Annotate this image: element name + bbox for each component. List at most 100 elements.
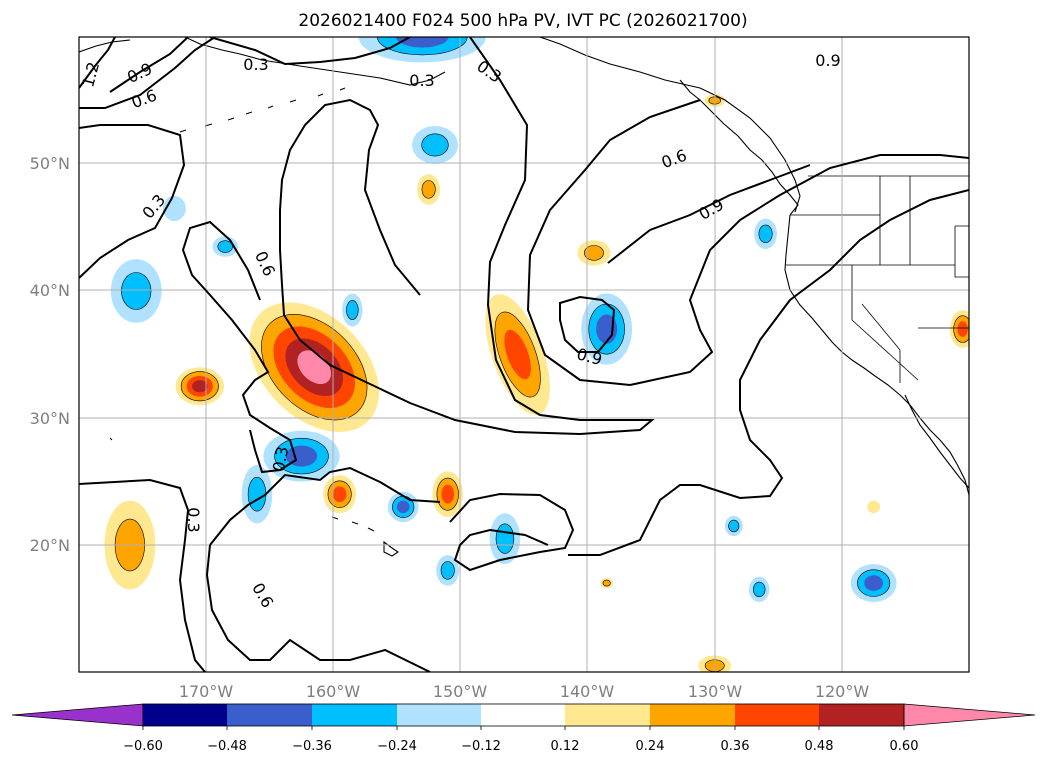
pv-anomaly-shell [247,476,267,512]
pv-anomaly-blob [600,578,614,589]
contour-0p6-south [449,492,575,572]
pv-anomaly-shell [758,224,773,244]
pv-anomaly-shell [602,579,611,587]
pv-anomaly-shell [957,321,968,337]
pv-anomaly-shell [421,133,449,157]
colorbar-segment [397,704,481,726]
pv-anomaly-blob [323,475,357,514]
aleutian-islands [179,87,346,133]
pv-anomaly-blob [724,515,743,537]
lon-tick-label: 130°W [688,682,743,701]
pv-anomaly-blob [342,293,363,327]
pv-anomaly-blob [417,174,441,205]
colorbar-segment [227,704,312,726]
colorbar-segment [143,704,227,726]
colorbar-tick-label: 0.36 [721,739,750,754]
colorbar-segment [481,704,565,726]
pv-anomaly-blob [412,125,458,164]
pv-anomaly-blob [581,293,633,365]
pv-anomaly-shell [421,180,436,199]
pv-anomaly-blob [241,465,273,524]
contour-0p6-east [568,189,969,556]
lat-tick-label: 40°N [30,281,70,300]
x-axis: 170°W 160°W 150°W 140°W 130°W 120°W [179,682,870,701]
contour-0p6-loop [181,220,298,474]
us-west-coast [784,214,969,496]
pv-anomaly-blob [432,471,464,518]
lat-tick-label: 30°N [30,409,70,428]
colorbar-tick-label: −0.12 [461,739,501,754]
colorbar-tick-label: 0.12 [551,739,580,754]
colorbar [11,703,1036,730]
pv-anomaly-shell [121,272,152,310]
borders-layer [786,175,969,383]
pv-anomaly-blob [749,576,770,603]
lon-tick-label: 150°W [433,682,488,701]
pv-anomaly-shell [864,575,884,591]
grid-layer [79,37,969,672]
pv-anomaly-shell [346,300,359,320]
chart-title: 2026021400 F024 500 hPa PV, IVT PC (2026… [298,11,747,31]
pv-anomaly-blob [249,302,380,433]
lat-tick-label: 20°N [30,536,70,555]
lon-tick-label: 160°W [306,682,361,701]
contour-label: 0.3 [184,507,203,532]
contour-0p9-inner [607,164,811,264]
contour-0p3-west [79,124,186,279]
contour-0p9-ring [526,99,969,387]
contour-0p6-northwest [79,37,216,109]
pv-anomaly-blob [867,500,881,514]
pv-anomaly-shell [217,240,233,253]
lon-tick-label: 170°W [179,682,234,701]
pv-anomaly-blob [436,555,460,586]
pv-anomaly-shell [441,484,455,504]
ivt-pc-contours [79,37,969,672]
hawaii-islands [331,516,399,557]
pv-anomaly-blob [850,564,897,603]
pv-anomaly-shell [728,519,740,533]
colorbar-tick-label: 0.24 [636,739,665,754]
map-frame [78,36,970,673]
pv-anomaly-shell [753,581,766,598]
pv-anomaly-layer [104,37,969,672]
pv-anomaly-shell [867,500,881,514]
map-panel: 0.3 0.3 0.3 0.3 0.3 0.3 0.6 0.6 0.6 0.6 … [78,36,970,673]
small-island [109,437,113,441]
colorbar-segment [735,704,819,726]
colorbar-tick-label: −0.36 [292,739,332,754]
contour-0p3-large [209,37,655,436]
lat-tick-label: 50°N [30,154,70,173]
lon-tick-label: 120°W [815,682,870,701]
colorbar-tick-label: 0.48 [805,739,834,754]
pv-anomaly-shell [440,561,455,580]
colorbar-segment [565,704,650,726]
lon-tick-label: 140°W [560,682,615,701]
pv-anomaly-blob [110,259,162,323]
contour-1p2-northwest [79,37,116,89]
colorbar-tick-label: −0.48 [207,739,247,754]
pv-anomaly-shell [495,523,515,554]
colorbar-segment [650,704,735,726]
colorbar-extend-high [903,703,1036,727]
state-borders [786,176,969,383]
colorbar-outline [142,703,905,727]
colorbar-tick-label: 0.60 [890,739,919,754]
y-axis: 20°N 30°N 40°N 50°N [30,154,70,555]
colorbar-segment [312,704,397,726]
contour-0p6-southwest [205,466,441,672]
pv-anomaly-blob [577,240,611,266]
pv-anomaly-blob [949,310,969,349]
contour-label: 0.3 [243,55,268,74]
pv-anomaly-blob [485,294,550,415]
contour-0p9-northwest [109,37,189,93]
pv-anomaly-shell [396,37,449,48]
contour-label: 0.9 [815,51,840,70]
contour-label: 0.3 [269,445,292,473]
pv-anomaly-shell [504,329,531,380]
baja-coast [904,394,969,489]
pv-anomaly-blob [754,218,777,250]
pv-anomaly-blob [175,367,224,406]
alaska-coast [79,37,801,213]
colorbar-labels: −0.60 −0.48 −0.36 −0.24 −0.12 0.12 0.24 … [123,739,918,754]
